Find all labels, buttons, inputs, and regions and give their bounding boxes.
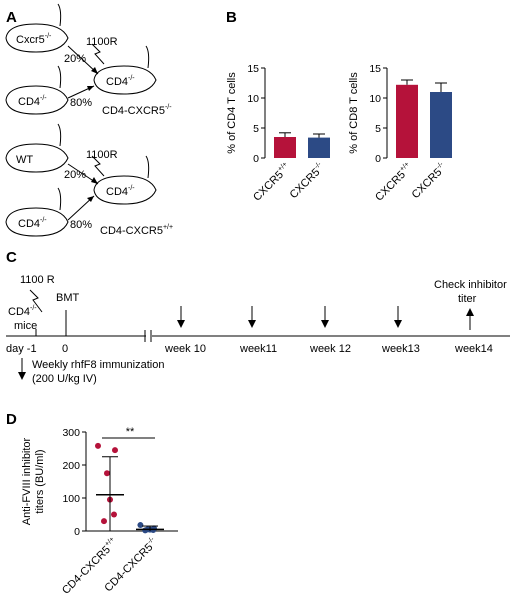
- timeline-day-0: 0: [62, 343, 68, 355]
- data-point: [142, 527, 149, 534]
- timeline-week-10: week 10: [164, 343, 206, 355]
- immunization-dose: (200 U/kg IV): [32, 373, 97, 385]
- timeline-week-12: week 12: [309, 343, 351, 355]
- data-point: [112, 447, 118, 454]
- up-arrow-icon: [466, 308, 474, 316]
- timeline-week-11: week11: [239, 343, 277, 355]
- immunization-label: Weekly rhfF8 immunization: [32, 359, 164, 371]
- data-point: [95, 442, 101, 449]
- timeline-day-minus-1: day -1: [6, 343, 37, 355]
- chimera-name: CD4-CXCR5+/+: [100, 224, 173, 237]
- mouse-icon: [5, 187, 69, 237]
- donor-1-percent: 20%: [64, 169, 86, 181]
- cd8-bar-chart: 0 5 10 15 % of CD8 T cells CXCR5+/+CXCR5-/-: [348, 63, 452, 204]
- significance-stars: **: [126, 426, 135, 438]
- panel-a-bottom-scheme: WT CD4-/- CD4-/- 1100R 20% 80% CD4-CXCR5…: [5, 123, 173, 237]
- bar: [396, 84, 418, 158]
- data-point: [104, 470, 110, 477]
- data-point: [101, 518, 107, 525]
- timeline-irradiation: 1100 R: [20, 274, 55, 286]
- panel-a-top-scheme: Cxcr5-/- CD4-/- CD4-/- 1100R 20% 80% CD4…: [5, 3, 172, 117]
- down-arrow-icon: [177, 320, 185, 328]
- timeline-mice-word: mice: [14, 320, 37, 332]
- y-tick-label: 100: [62, 493, 80, 505]
- down-arrow-icon: [248, 320, 256, 328]
- donor-2-label: CD4-/-: [18, 217, 47, 230]
- donor-2-percent: 80%: [70, 97, 92, 109]
- panel-label-a: A: [6, 9, 17, 26]
- y-tick-label: 0: [74, 526, 80, 538]
- irradiation-label: 1100R: [86, 149, 118, 161]
- y-tick-label: 15: [369, 63, 381, 75]
- y-tick-label: 0: [253, 153, 259, 165]
- recipient-label: CD4-/-: [106, 185, 135, 198]
- x-tick-label: CXCR5+/+: [372, 161, 415, 204]
- timeline-week-14: week14: [454, 343, 493, 355]
- inhibitor-titer-chart: 0 100 200 300 Anti-FVIII inhibitor titers (BU…: [21, 426, 178, 597]
- lightning-icon: [91, 43, 105, 65]
- y-tick-label: 0: [375, 153, 381, 165]
- y-tick-label: 300: [62, 427, 80, 439]
- y-tick-label: 200: [62, 460, 80, 472]
- y-axis-title: titers (BU/ml): [34, 449, 46, 513]
- y-axis-title: Anti-FVIII inhibitor: [21, 437, 33, 525]
- x-tick-label: CXCR5+/+: [250, 161, 293, 204]
- y-axis-title: % of CD8 T cells: [348, 72, 360, 154]
- down-arrow-icon: [18, 372, 26, 380]
- y-tick-label: 15: [247, 63, 259, 75]
- donor-1-label: WT: [16, 154, 33, 166]
- recipient-label: CD4-/-: [106, 75, 135, 88]
- lightning-icon: [91, 155, 105, 177]
- mouse-icon: [93, 45, 157, 95]
- timeline-mice-label: CD4-/-: [8, 305, 37, 318]
- check-inhibitor-label: Check inhibitor: [434, 279, 507, 291]
- bar: [308, 137, 330, 158]
- x-tick-label: CXCR5-/-: [287, 160, 328, 201]
- mouse-icon: [5, 65, 69, 115]
- y-tick-label: 10: [369, 93, 381, 105]
- data-point: [111, 511, 117, 518]
- y-tick-label: 10: [247, 93, 259, 105]
- panel-c-timeline: 1100 R CD4-/- mice BMT Check inhibitor t…: [6, 274, 510, 385]
- y-axis-title: % of CD4 T cells: [226, 72, 238, 154]
- donor-1-percent: 20%: [64, 53, 86, 65]
- titer-label: titer: [458, 293, 477, 305]
- mouse-icon: [5, 123, 69, 173]
- irradiation-label: 1100R: [86, 36, 118, 48]
- cd4-bar-chart: 0 5 10 15 % of CD4 T cells CXCR5+/+CXCR5-/-: [226, 63, 330, 204]
- panel-label-b: B: [226, 9, 237, 26]
- lightning-icon: [29, 289, 43, 313]
- y-tick-label: 5: [375, 123, 381, 135]
- panel-label-c: C: [6, 249, 17, 266]
- mouse-icon: [93, 155, 157, 205]
- donor-2-percent: 80%: [70, 219, 92, 231]
- mouse-icon: [5, 3, 69, 53]
- bar: [274, 137, 296, 158]
- down-arrow-icon: [394, 320, 402, 328]
- y-tick-label: 5: [253, 123, 259, 135]
- down-arrow-icon: [321, 320, 329, 328]
- data-point: [137, 522, 144, 529]
- panel-label-d: D: [6, 411, 17, 428]
- donor-2-label: CD4-/-: [18, 95, 47, 108]
- x-tick-label: CXCR5-/-: [409, 160, 450, 201]
- timeline-week-13: week13: [381, 343, 420, 355]
- bar: [430, 92, 452, 158]
- donor-1-label: Cxcr5-/-: [16, 33, 52, 46]
- timeline-bmt: BMT: [56, 292, 80, 304]
- chimera-name: CD4-CXCR5-/-: [102, 104, 172, 117]
